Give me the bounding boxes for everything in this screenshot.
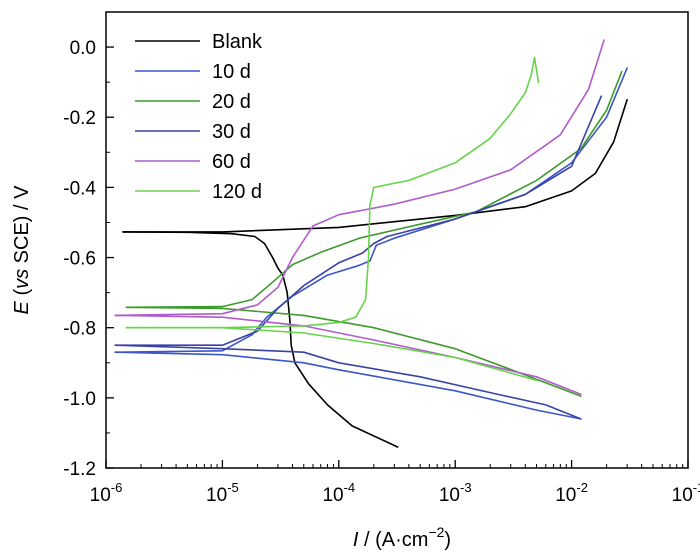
series-20d-cathodic-branch bbox=[125, 306, 582, 397]
x-tick-label: 10-4 bbox=[322, 480, 355, 506]
plot-frame bbox=[105, 11, 689, 469]
y-tick-label: 0.0 bbox=[70, 38, 96, 59]
series-10d-anodic-branch bbox=[114, 67, 628, 354]
x-tick-label: 10-3 bbox=[439, 480, 472, 506]
series-blank-anodic-branch bbox=[122, 98, 628, 233]
y-tick-label: -1.0 bbox=[63, 389, 96, 410]
legend-label: 120 d bbox=[212, 181, 262, 203]
series-blank-cathodic-branch bbox=[122, 231, 399, 448]
series-curves bbox=[114, 39, 628, 448]
y-axis-title: E (vs SCE) / V bbox=[11, 185, 33, 315]
x-tick-label: 10-2 bbox=[555, 480, 588, 506]
x-tick-label: 10-6 bbox=[90, 480, 123, 506]
legend: Blank 10 d 20 d 30 d 60 d 120 d bbox=[135, 31, 263, 203]
series-60d-cathodic-branch bbox=[114, 314, 582, 396]
legend-label: 20 d bbox=[212, 91, 251, 113]
series-30d-cathodic-branch bbox=[114, 344, 582, 420]
legend-label: Blank bbox=[212, 31, 263, 53]
series-10d-cathodic-branch bbox=[114, 351, 582, 420]
y-tick-label: -0.2 bbox=[63, 108, 96, 129]
x-axis-title: I / (A·cm−2) bbox=[353, 524, 451, 551]
series-60d-anodic-branch bbox=[114, 39, 605, 317]
x-tick-label: 10-1 bbox=[672, 480, 700, 506]
series-20d-anodic-branch bbox=[125, 70, 623, 309]
x-tick-label: 10-5 bbox=[206, 480, 239, 506]
legend-label: 60 d bbox=[212, 151, 251, 173]
legend-label: 30 d bbox=[212, 121, 251, 143]
series-30d-anodic-branch bbox=[114, 95, 603, 347]
y-tick-label: -0.4 bbox=[63, 178, 96, 199]
series-120d-anodic-branch bbox=[125, 56, 540, 329]
y-tick-label: -0.6 bbox=[63, 249, 96, 270]
y-tick-label: -1.2 bbox=[63, 459, 96, 480]
legend-label: 10 d bbox=[212, 61, 251, 83]
y-tick-label: -0.8 bbox=[63, 319, 96, 340]
